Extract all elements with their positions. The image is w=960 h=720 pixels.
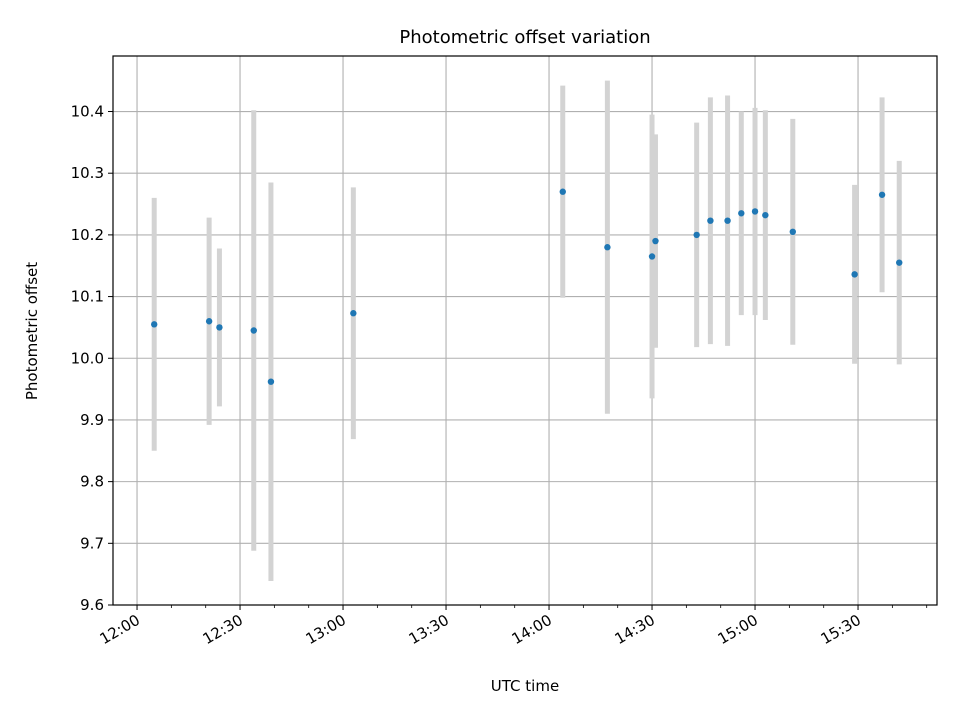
chart-title: Photometric offset variation bbox=[399, 27, 650, 48]
x-axis-title: UTC time bbox=[491, 677, 559, 695]
data-point bbox=[250, 327, 257, 334]
data-point bbox=[693, 231, 700, 239]
data-point bbox=[216, 324, 223, 331]
data-point bbox=[151, 321, 158, 328]
y-axis-ticks: 9.6 9.7 9.8 9.9 10.0 10.1 10.2 10.3 10.4 bbox=[71, 103, 113, 614]
y-tick-label: 10.4 bbox=[71, 103, 104, 121]
data-point bbox=[896, 259, 903, 266]
data-point bbox=[267, 378, 275, 385]
data-point bbox=[789, 228, 796, 236]
y-tick-label: 9.6 bbox=[80, 596, 104, 614]
y-tick-label: 9.8 bbox=[80, 473, 104, 491]
y-axis-title: Photometric offset bbox=[23, 262, 41, 400]
y-tick-label: 10.0 bbox=[71, 349, 104, 367]
data-point bbox=[878, 191, 886, 198]
data-point bbox=[851, 271, 858, 278]
data-point bbox=[205, 318, 213, 325]
data-points bbox=[151, 188, 903, 385]
data-point bbox=[724, 217, 731, 224]
y-tick-label: 10.1 bbox=[71, 288, 104, 306]
data-point bbox=[707, 217, 714, 224]
plot-frame bbox=[112, 55, 938, 606]
data-point bbox=[751, 208, 759, 215]
data-point bbox=[652, 237, 659, 245]
data-point bbox=[738, 210, 745, 217]
data-point bbox=[604, 244, 611, 251]
y-tick-label: 10.3 bbox=[71, 164, 104, 182]
data-point bbox=[762, 211, 769, 219]
data-point bbox=[559, 188, 566, 195]
data-point bbox=[648, 253, 656, 260]
y-tick-label: 9.7 bbox=[80, 534, 104, 552]
y-tick-label: 9.9 bbox=[80, 411, 104, 429]
y-tick-label: 10.2 bbox=[71, 226, 104, 244]
data-point bbox=[350, 310, 357, 317]
